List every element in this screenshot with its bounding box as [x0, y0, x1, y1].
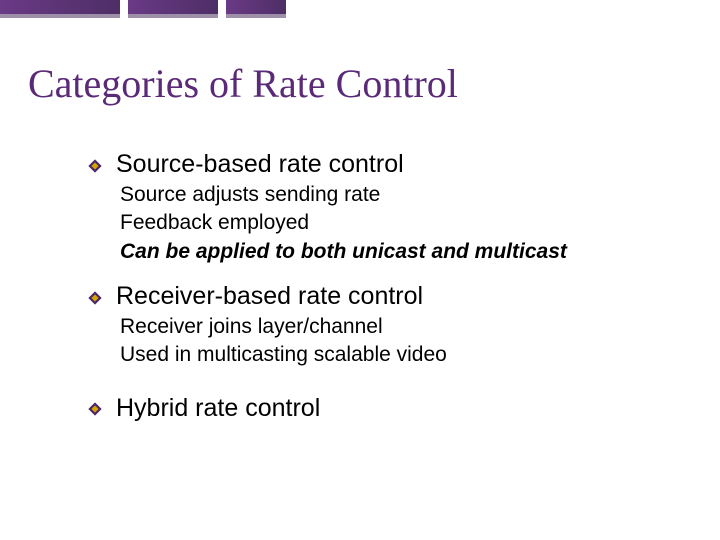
diamond-icon	[88, 402, 102, 416]
bullet-label: Source-based rate control	[116, 150, 404, 179]
bullet-label: Hybrid rate control	[116, 394, 320, 423]
band-3	[226, 0, 286, 14]
sub-item: Feedback employed	[120, 209, 688, 237]
sub-item: Source adjusts sending rate	[120, 181, 688, 209]
band-2-shadow	[128, 14, 218, 18]
bullet-source-based: Source-based rate control	[88, 150, 688, 179]
spacer	[88, 266, 688, 272]
slide: Categories of Rate Control Source-based …	[0, 0, 720, 540]
band-1-shadow	[0, 14, 120, 18]
band-2	[128, 0, 218, 14]
sub-item: Receiver joins layer/channel	[120, 313, 688, 341]
sub-item-emph: Can be applied to both unicast and multi…	[120, 238, 688, 266]
top-decoration	[0, 0, 720, 38]
band-1	[0, 0, 120, 14]
bullet-hybrid: Hybrid rate control	[88, 394, 688, 423]
spacer	[88, 370, 688, 384]
content-area: Source-based rate control Source adjusts…	[88, 150, 688, 425]
diamond-icon	[88, 291, 102, 305]
bullet-label: Receiver-based rate control	[116, 282, 423, 311]
sub-item: Used in multicasting scalable video	[120, 341, 688, 369]
diamond-icon	[88, 159, 102, 173]
slide-title: Categories of Rate Control	[28, 60, 458, 107]
band-3-shadow	[226, 14, 286, 18]
bullet-receiver-based: Receiver-based rate control	[88, 282, 688, 311]
